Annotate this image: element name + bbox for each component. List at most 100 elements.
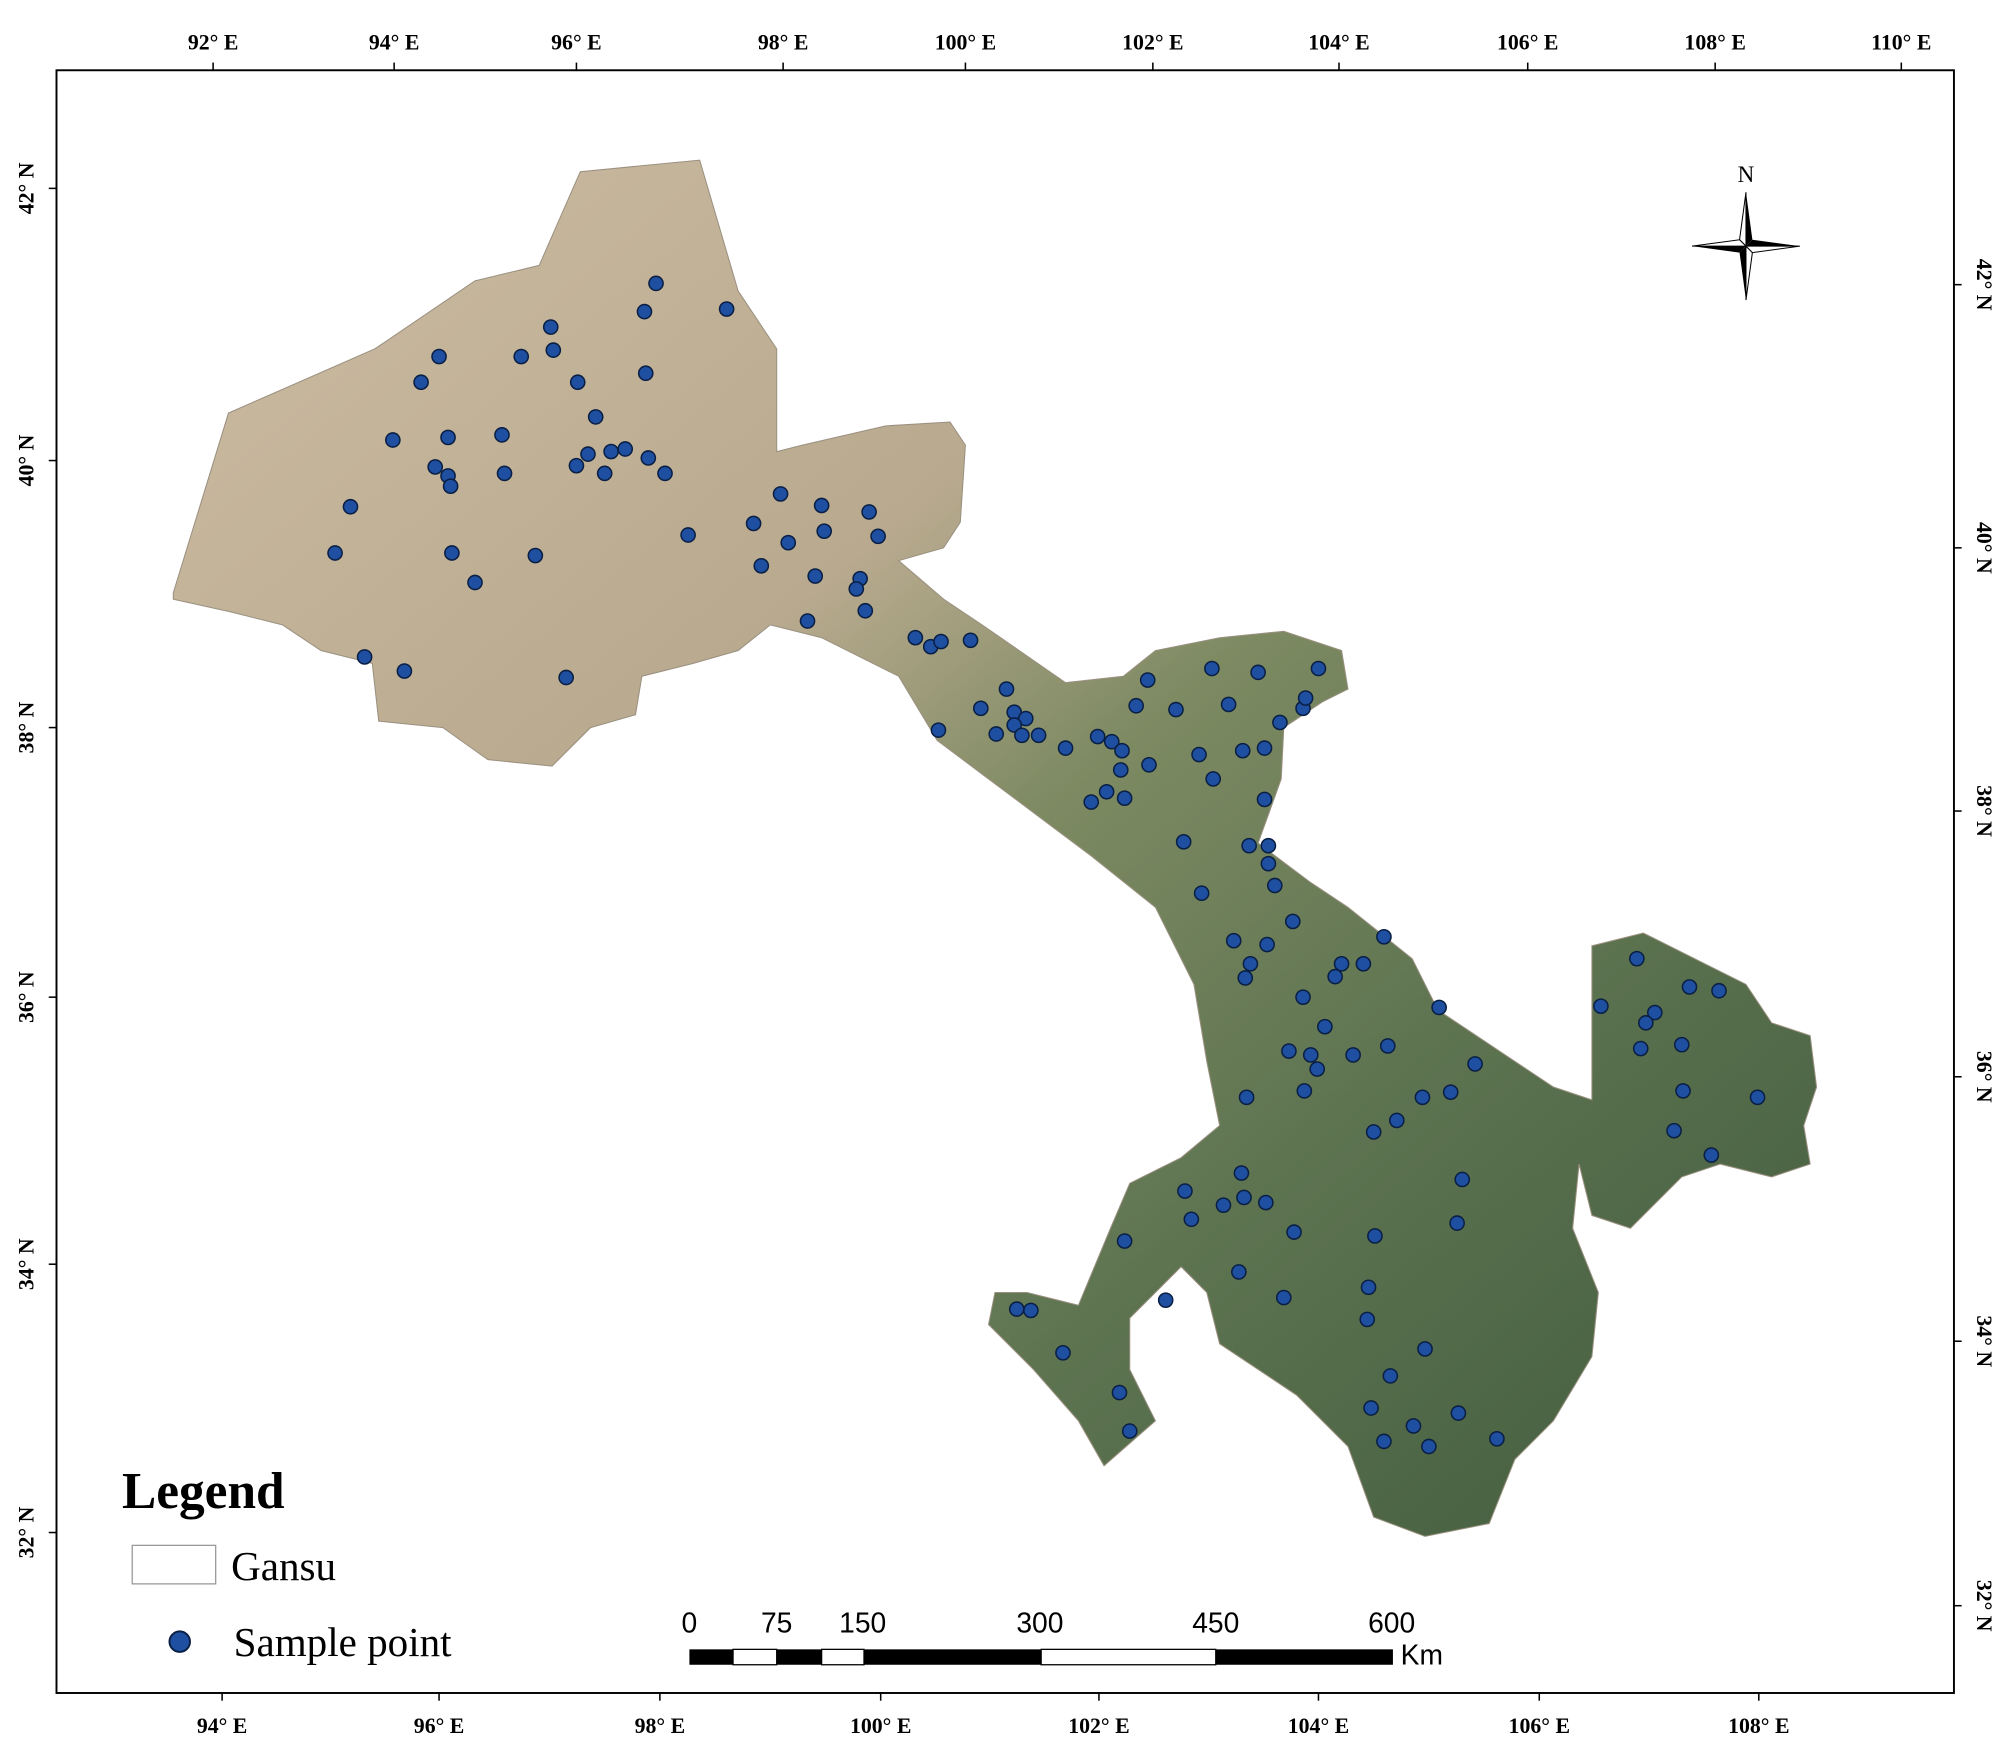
sample-point xyxy=(1286,1224,1302,1240)
sample-point xyxy=(962,632,979,649)
sample-point xyxy=(1259,936,1275,953)
top-label: 108° E xyxy=(1684,31,1745,55)
sample-point xyxy=(1103,733,1120,750)
sample-point xyxy=(513,348,530,365)
legend-swatch-region xyxy=(131,1544,217,1585)
sample-point xyxy=(545,342,562,358)
sample-point xyxy=(1175,834,1192,850)
sample-point xyxy=(1260,837,1277,854)
left-label: 36° N xyxy=(14,971,38,1023)
sample-point xyxy=(907,629,924,646)
left-label: 42° N xyxy=(14,162,38,214)
sample-point xyxy=(1193,885,1210,902)
sample-point xyxy=(1231,1264,1247,1280)
sample-point xyxy=(1098,783,1115,800)
sample-point xyxy=(442,478,459,495)
sample-point xyxy=(1355,955,1372,972)
sample-point xyxy=(1238,1089,1255,1106)
sample-point xyxy=(1030,727,1047,744)
north-label: N xyxy=(1738,161,1755,187)
sample-point xyxy=(1183,1211,1200,1228)
bottom-label: 94° E xyxy=(197,1714,248,1738)
sample-point xyxy=(648,275,664,292)
sample-point xyxy=(542,319,559,335)
sample-point xyxy=(1057,740,1074,756)
sample-point xyxy=(1114,742,1130,759)
sample-point xyxy=(745,515,762,532)
bottom-label: 102° E xyxy=(1068,1714,1129,1738)
bottom-label: 100° E xyxy=(850,1714,911,1738)
sample-point xyxy=(1241,837,1257,854)
sample-point xyxy=(1225,932,1242,949)
sample-point xyxy=(1431,999,1447,1016)
top-label: 98° E xyxy=(758,31,809,55)
sample-point xyxy=(998,681,1015,697)
sample-point xyxy=(496,465,513,482)
sample-point xyxy=(1327,968,1343,985)
sample-point xyxy=(1302,1047,1319,1063)
graticule-labels: 92° E 94° E 96° E 98° E 100° E 102° E 104° E 10… xyxy=(14,31,1996,1738)
sample-point xyxy=(413,374,429,391)
sample-point xyxy=(1204,660,1220,677)
sample-point xyxy=(1363,1400,1379,1416)
sample-point xyxy=(385,432,401,448)
sample-point xyxy=(1449,1215,1465,1231)
sample-point xyxy=(813,497,830,514)
sample-point xyxy=(1638,1015,1654,1031)
left-label: 34° N xyxy=(14,1238,38,1290)
sample-point xyxy=(1023,1302,1039,1319)
sample-point xyxy=(596,465,613,482)
sample-point xyxy=(1675,1083,1691,1099)
scale-label: 75 xyxy=(761,1607,792,1639)
sample-point xyxy=(580,446,596,462)
sample-point xyxy=(1157,1292,1174,1308)
sample-point xyxy=(1629,950,1645,967)
sample-point xyxy=(1121,1423,1138,1439)
sample-point xyxy=(440,429,456,446)
sample-point xyxy=(527,547,544,564)
top-label: 102° E xyxy=(1122,31,1183,55)
legend-swatch-point xyxy=(168,1630,191,1653)
sample-point xyxy=(657,465,673,482)
sample-point xyxy=(1008,1301,1025,1317)
sample-point xyxy=(1414,1089,1431,1106)
sample-point xyxy=(1116,790,1133,807)
sample-point xyxy=(1360,1279,1377,1296)
sample-point xyxy=(1220,696,1237,713)
sample-point xyxy=(1089,728,1106,745)
sample-point xyxy=(1345,1047,1361,1063)
right-label: 40° N xyxy=(1972,522,1996,574)
sample-point xyxy=(603,443,619,460)
sample-point xyxy=(467,574,483,591)
sample-point xyxy=(431,348,447,365)
sample-point xyxy=(1234,742,1251,759)
sample-point xyxy=(1295,989,1311,1006)
sample-point xyxy=(1442,1084,1459,1101)
sample-point xyxy=(1083,794,1100,810)
sample-point xyxy=(1379,1038,1396,1054)
sample-point xyxy=(1014,727,1030,744)
legend-title: Legend xyxy=(122,1463,285,1520)
bottom-label: 108° E xyxy=(1728,1714,1789,1738)
sample-point xyxy=(718,301,735,317)
sample-point xyxy=(1177,1183,1193,1199)
sample-point xyxy=(1376,929,1392,945)
top-label: 110° E xyxy=(1871,31,1931,55)
sample-point xyxy=(807,568,824,584)
sample-point xyxy=(1215,1197,1232,1213)
sample-point xyxy=(444,545,460,561)
sample-point xyxy=(1666,1122,1682,1139)
sample-point xyxy=(1359,1311,1376,1328)
bottom-label: 104° E xyxy=(1288,1714,1349,1738)
legend-label: Gansu xyxy=(231,1543,336,1589)
sample-point xyxy=(1257,1194,1274,1211)
sample-point xyxy=(1260,855,1277,872)
sample-point xyxy=(1489,1430,1505,1447)
sample-point xyxy=(1281,1043,1297,1059)
sample-point xyxy=(494,427,510,443)
sample-point xyxy=(1017,710,1034,727)
sample-point xyxy=(1749,1089,1766,1106)
sample-point xyxy=(1382,1368,1399,1384)
sample-point xyxy=(1673,1036,1690,1053)
bottom-label: 106° E xyxy=(1509,1714,1570,1738)
